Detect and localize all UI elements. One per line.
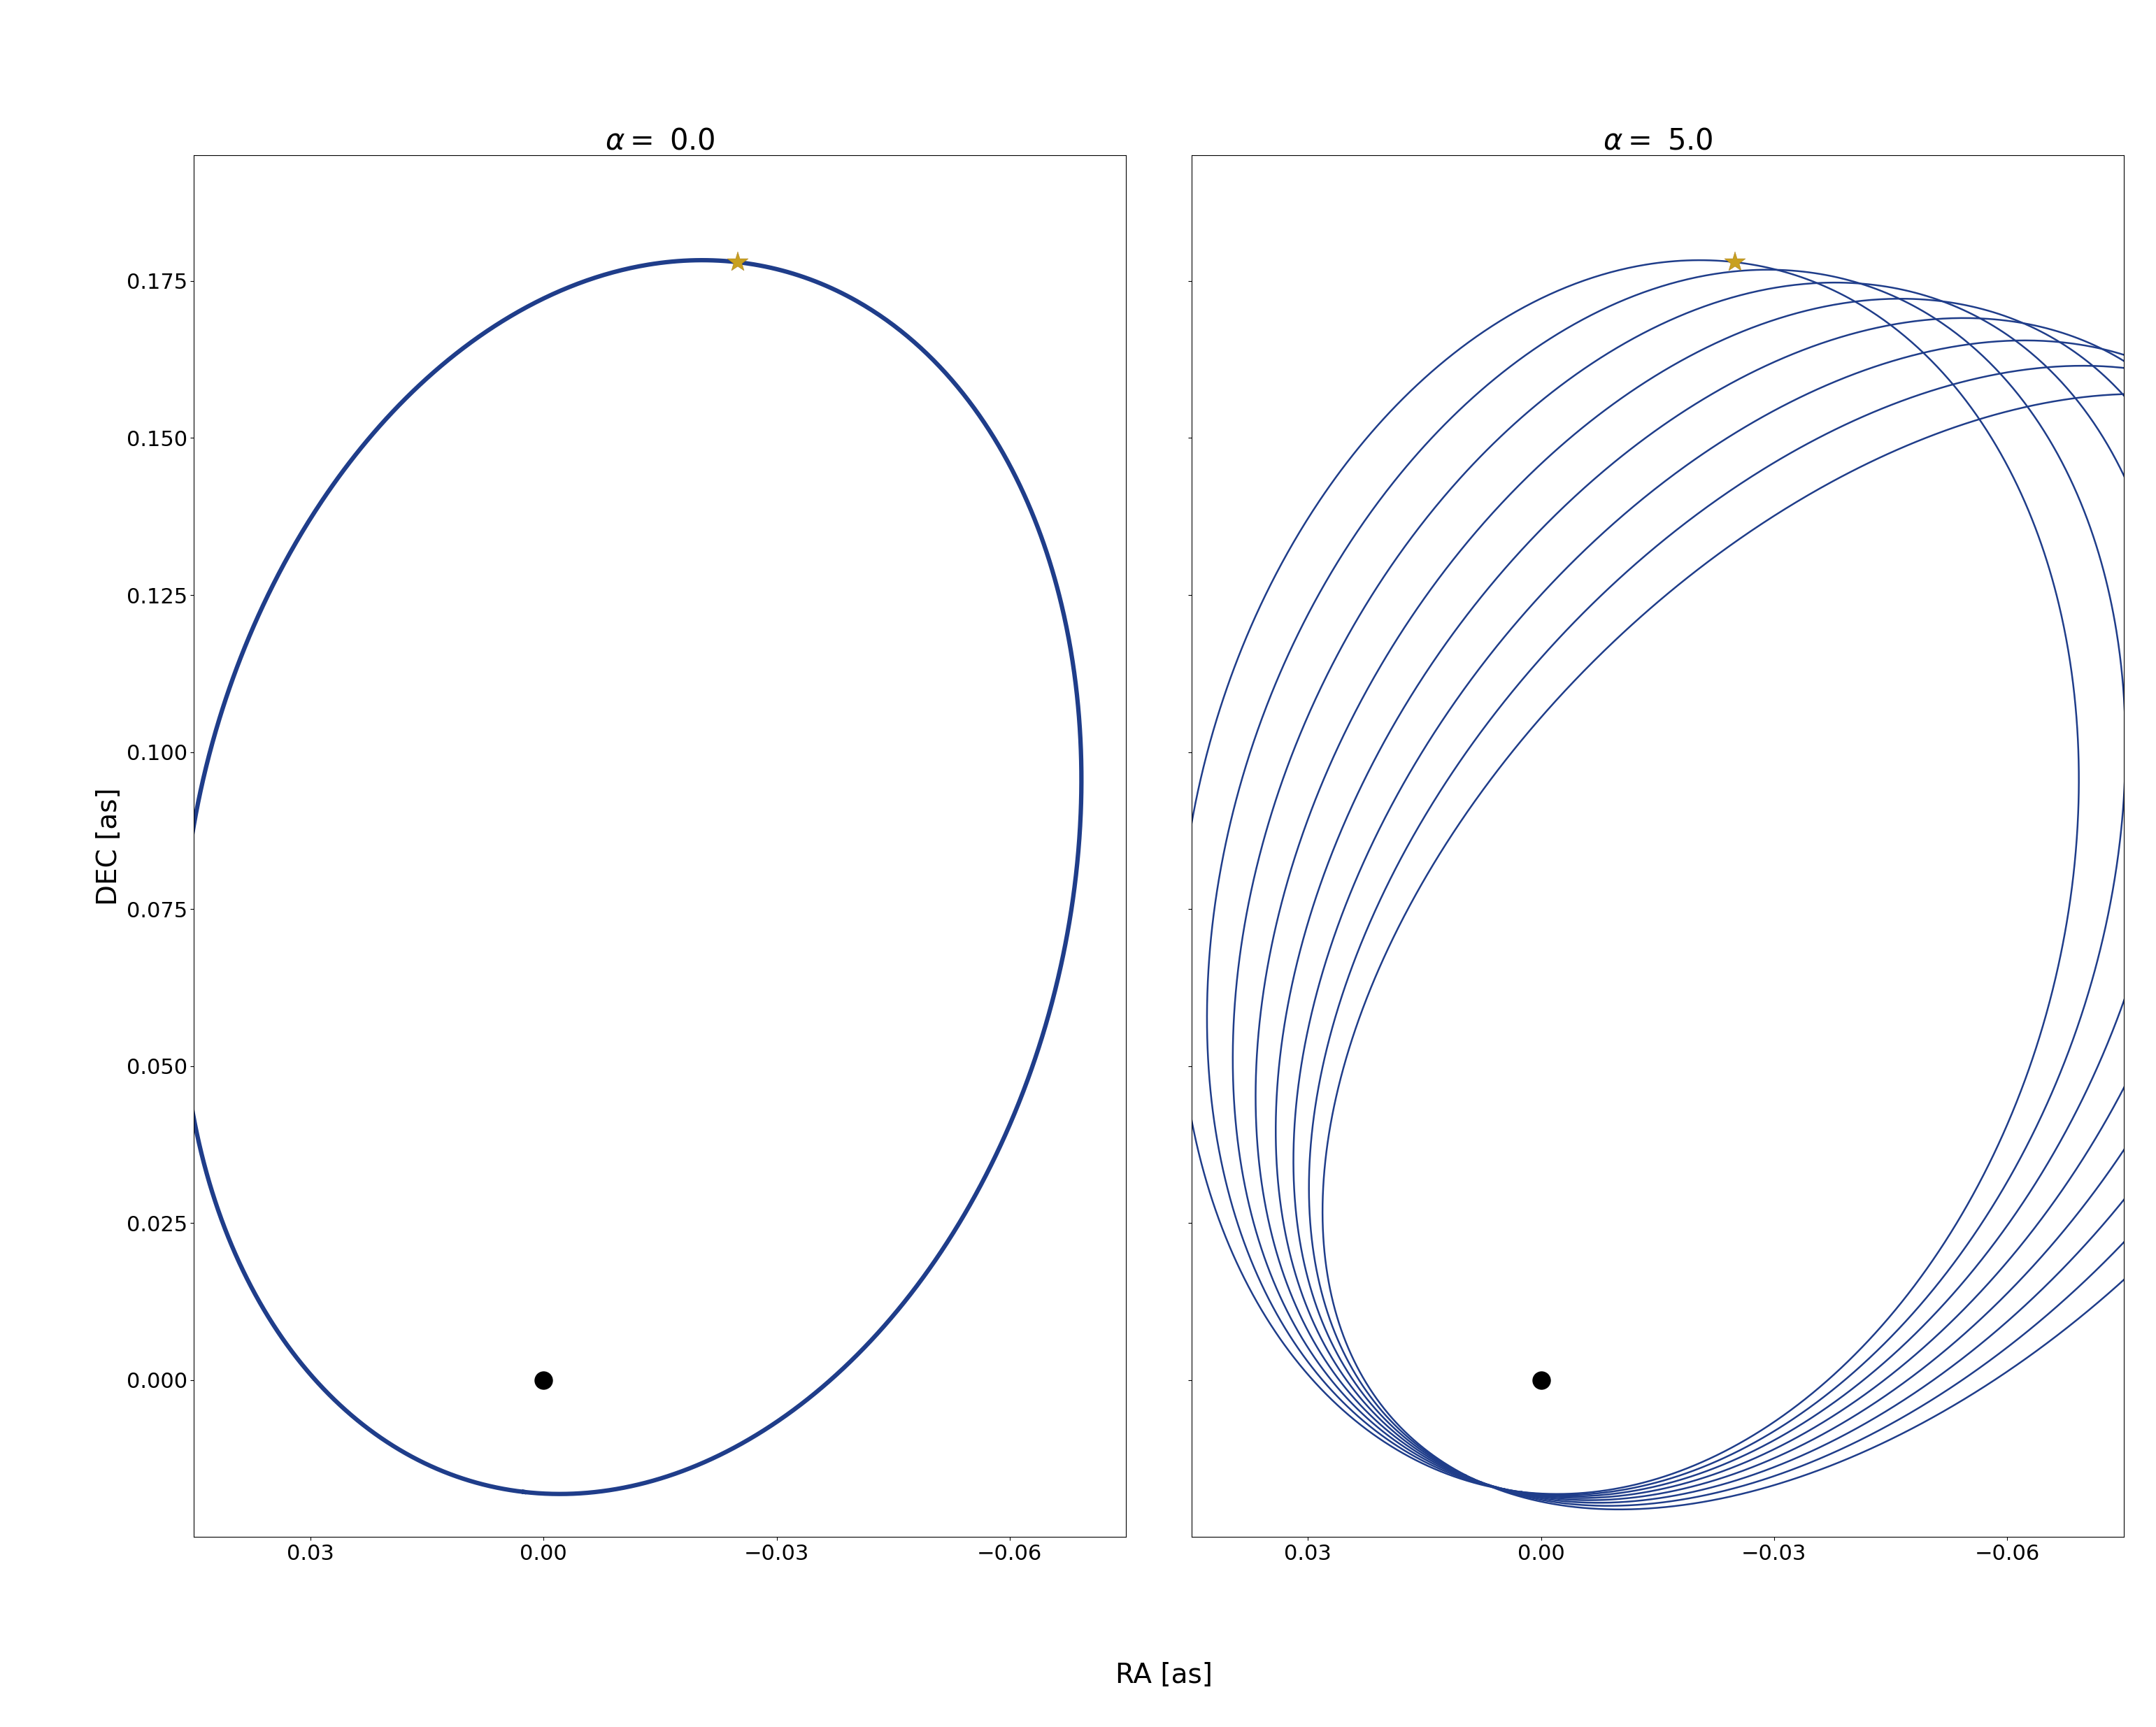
Title: $\alpha = \ 5.0$: $\alpha = \ 5.0$ xyxy=(1602,126,1712,155)
Title: $\alpha = \ 0.0$: $\alpha = \ 0.0$ xyxy=(606,126,716,155)
Text: RA [as]: RA [as] xyxy=(1115,1661,1214,1689)
Y-axis label: DEC [as]: DEC [as] xyxy=(95,788,123,905)
